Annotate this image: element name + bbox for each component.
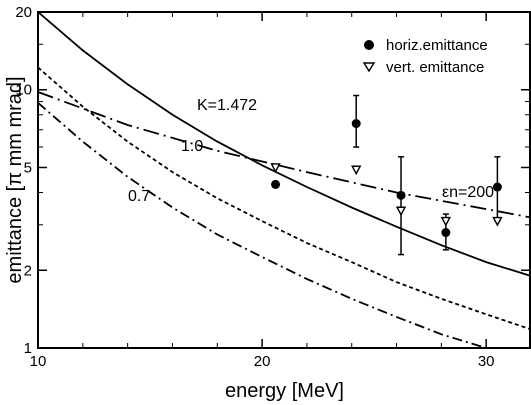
annotations: K=1.472 1.0 0.7 εn=200 [128, 97, 494, 205]
horiz-point [441, 228, 451, 238]
y-tick-label: 10 [15, 82, 32, 99]
x-axis-title: energy [MeV] [225, 380, 344, 402]
curve-label-0: K=1.472 [197, 97, 257, 114]
vert-point [395, 206, 407, 217]
curve-label-2: 0.7 [128, 188, 150, 205]
vert-point [492, 216, 503, 227]
plot-frame [37, 11, 531, 349]
legend-marker-horiz [364, 40, 374, 50]
y-tick-label: 1 [24, 340, 32, 357]
x-tick-label: 30 [478, 353, 495, 370]
x-tick-label: 10 [30, 353, 47, 370]
horiz-point [492, 182, 502, 192]
curve-1 [38, 66, 531, 331]
y-axis-title: emittance [π mm mrad] [4, 76, 26, 283]
model-curves [38, 12, 531, 348]
curve-3 [38, 91, 531, 219]
vert-point [351, 165, 362, 176]
y-tick-label: 2 [24, 262, 32, 279]
legend: horiz.emittance vert. emittance [362, 37, 488, 76]
y-tick-label: 5 [24, 159, 32, 176]
vert-point [270, 163, 281, 173]
legend-label-vert: vert. emittance [386, 59, 484, 76]
horiz-point [396, 190, 406, 200]
y-tick-label: 20 [15, 4, 32, 21]
data-points [270, 94, 503, 256]
legend-label-horiz: horiz.emittance [386, 37, 488, 54]
horiz-point [271, 179, 281, 189]
curve-2 [38, 102, 487, 348]
legend-marker-vert [362, 62, 376, 73]
curve-label-3: εn=200 [442, 184, 494, 201]
curve-0 [38, 12, 531, 277]
x-tick-label: 20 [254, 353, 271, 370]
vert-point [440, 216, 452, 227]
curve-label-1: 1.0 [181, 138, 203, 155]
axes: 10 20 30 1 2 5 10 20 [15, 4, 531, 370]
horiz-point [351, 119, 361, 129]
